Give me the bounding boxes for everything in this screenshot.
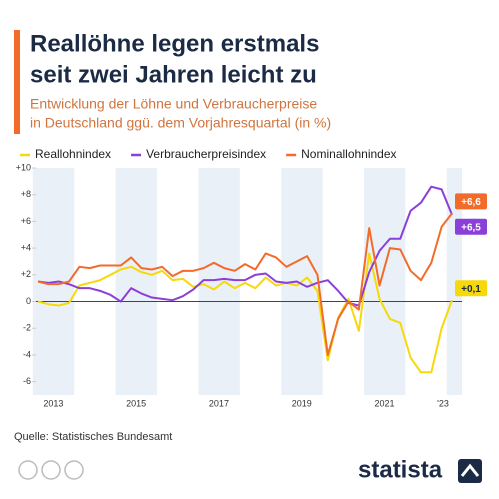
value-label-box (455, 193, 487, 210)
series-line (37, 185, 453, 307)
value-label-box (455, 218, 487, 235)
y-tick-label: +10 (16, 162, 31, 172)
chart-subtitle: Entwicklung der Löhne und Verbraucherpre… (30, 96, 317, 112)
y-tick-label: -2 (23, 323, 31, 333)
y-tick-label: -6 (23, 376, 31, 386)
series-line (37, 212, 453, 356)
chart-title: seit zwei Jahren leicht zu (30, 61, 317, 88)
value-label: +6,5 (461, 222, 481, 233)
y-tick-label: 0 (26, 296, 31, 306)
series-line (37, 252, 453, 374)
y-tick-label: +2 (21, 269, 31, 279)
brand: statista (358, 456, 443, 483)
brand-icon-mark (460, 463, 480, 477)
x-tick-label: 2015 (126, 398, 146, 408)
year-band (198, 168, 240, 395)
chart-title: Reallöhne legen erstmals (30, 30, 319, 57)
license-icons (18, 460, 84, 480)
x-tick-label: 2021 (375, 398, 395, 408)
value-label-box (455, 280, 487, 297)
source: Quelle: Statistisches Bundesamt (14, 431, 172, 443)
y-tick-label: -4 (23, 349, 31, 359)
legend-label: Nominallohnindex (301, 147, 396, 161)
legend-label: Reallohnindex (35, 147, 111, 161)
y-tick-label: +6 (21, 216, 31, 226)
x-tick-label: 2019 (292, 398, 312, 408)
x-tick-label: 2017 (209, 398, 229, 408)
value-label: +0,1 (461, 284, 481, 295)
accent-bar (14, 30, 20, 134)
x-tick-label: 2013 (43, 398, 63, 408)
chart-subtitle: in Deutschland ggü. dem Vorjahresquartal… (30, 115, 331, 131)
legend-label: Verbraucherpreisindex (146, 147, 266, 161)
y-tick-label: +8 (21, 189, 31, 199)
year-band (115, 168, 158, 395)
value-label: +6,6 (461, 197, 481, 208)
year-band (364, 168, 406, 395)
y-tick-label: +4 (21, 242, 31, 252)
x-tick-label: '23 (437, 398, 449, 408)
brand-icon (458, 459, 482, 483)
